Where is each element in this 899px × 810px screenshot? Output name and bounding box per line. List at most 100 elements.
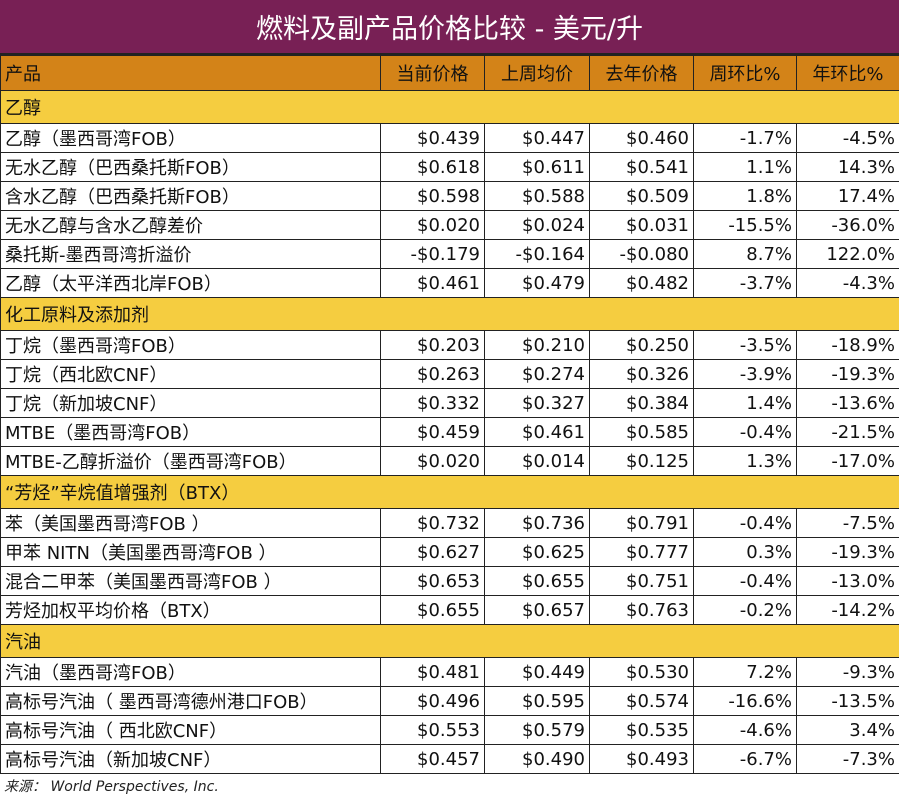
value-cell: $0.481	[380, 657, 485, 687]
value-cell: -0.4%	[693, 417, 797, 447]
value-cell: $0.203	[380, 330, 485, 360]
value-cell: -19.3%	[796, 537, 899, 567]
value-cell: $0.535	[589, 715, 694, 745]
value-cell: $0.020	[380, 210, 485, 240]
section-row: 汽油	[0, 624, 899, 658]
product-name-cell: 无水乙醇（巴西桑托斯FOB）	[0, 152, 381, 182]
product-name-cell: 高标号汽油（新加坡CNF）	[0, 744, 381, 774]
value-cell: $0.496	[380, 686, 485, 716]
value-cell: $0.763	[589, 595, 694, 625]
value-cell: -7.5%	[796, 508, 899, 538]
table-row: 乙醇（墨西哥湾FOB） $0.439 $0.447 $0.460 -1.7% -4.5%	[0, 123, 899, 153]
value-cell: -18.9%	[796, 330, 899, 360]
value-cell: $0.461	[484, 417, 590, 447]
value-cell: -1.7%	[693, 123, 797, 153]
table-row: 无水乙醇与含水乙醇差价 $0.020 $0.024 $0.031 -15.5% -36.0…	[0, 210, 899, 240]
table-row: 丁烷（墨西哥湾FOB） $0.203 $0.210 $0.250 -3.5% -18.9%	[0, 330, 899, 360]
value-cell: $0.493	[589, 744, 694, 774]
value-cell: $0.655	[380, 595, 485, 625]
value-cell: $0.460	[589, 123, 694, 153]
value-cell: $0.332	[380, 388, 485, 418]
value-cell: -$0.164	[484, 239, 590, 269]
section-title: 汽油	[0, 624, 899, 658]
value-cell: $0.024	[484, 210, 590, 240]
value-cell: $0.574	[589, 686, 694, 716]
product-name-cell: 芳烃加权平均价格（BTX）	[0, 595, 381, 625]
value-cell: $0.653	[380, 566, 485, 596]
table-row: 丁烷（西北欧CNF） $0.263 $0.274 $0.326 -3.9% -19.3%	[0, 359, 899, 389]
value-cell: -4.3%	[796, 268, 899, 298]
table-row: MTBE-乙醇折溢价（墨西哥湾FOB） $0.020 $0.014 $0.125 1.3…	[0, 446, 899, 476]
column-header: 产品	[0, 55, 381, 91]
table-row: MTBE（墨西哥湾FOB） $0.459 $0.461 $0.585 -0.4% -21.…	[0, 417, 899, 447]
value-cell: $0.014	[484, 446, 590, 476]
value-cell: $0.595	[484, 686, 590, 716]
table-row: 混合二甲苯（美国墨西哥湾FOB ） $0.653 $0.655 $0.751 -0.4%…	[0, 566, 899, 596]
value-cell: $0.777	[589, 537, 694, 567]
column-header: 年环比%	[796, 55, 899, 91]
value-cell: $0.210	[484, 330, 590, 360]
product-name-cell: MTBE（墨西哥湾FOB）	[0, 417, 381, 447]
table-row: 芳烃加权平均价格（BTX） $0.655 $0.657 $0.763 -0.2% -14.…	[0, 595, 899, 625]
value-cell: $0.579	[484, 715, 590, 745]
product-name-cell: 丁烷（西北欧CNF）	[0, 359, 381, 389]
table-row: 甲苯 NITN（美国墨西哥湾FOB ） $0.627 $0.625 $0.777 0.3…	[0, 537, 899, 567]
value-cell: $0.449	[484, 657, 590, 687]
column-header: 当前价格	[380, 55, 485, 91]
value-cell: -3.7%	[693, 268, 797, 298]
value-cell: 1.8%	[693, 181, 797, 211]
price-table: 产品 当前价格 上周均价 去年价格 周环比% 年环比% 乙醇 乙醇（墨西哥湾FOB） $0.4…	[0, 55, 899, 774]
value-cell: $0.657	[484, 595, 590, 625]
value-cell: -0.4%	[693, 508, 797, 538]
value-cell: 1.3%	[693, 446, 797, 476]
table-row: 含水乙醇（巴西桑托斯FOB） $0.598 $0.588 $0.509 1.8% 17.4…	[0, 181, 899, 211]
value-cell: $0.736	[484, 508, 590, 538]
section-row: “芳烃”辛烷值增强剂（BTX）	[0, 475, 899, 509]
value-cell: $0.791	[589, 508, 694, 538]
value-cell: $0.459	[380, 417, 485, 447]
value-cell: -13.5%	[796, 686, 899, 716]
value-cell: -13.0%	[796, 566, 899, 596]
value-cell: $0.751	[589, 566, 694, 596]
value-cell: 17.4%	[796, 181, 899, 211]
product-name-cell: MTBE-乙醇折溢价（墨西哥湾FOB）	[0, 446, 381, 476]
value-cell: -3.9%	[693, 359, 797, 389]
table-header-row: 产品 当前价格 上周均价 去年价格 周环比% 年环比%	[0, 55, 899, 91]
value-cell: 1.4%	[693, 388, 797, 418]
value-cell: 8.7%	[693, 239, 797, 269]
value-cell: $0.588	[484, 181, 590, 211]
value-cell: -6.7%	[693, 744, 797, 774]
value-cell: $0.585	[589, 417, 694, 447]
product-name-cell: 乙醇（墨西哥湾FOB）	[0, 123, 381, 153]
product-name-cell: 桑托斯-墨西哥湾折溢价	[0, 239, 381, 269]
value-cell: $0.439	[380, 123, 485, 153]
value-cell: $0.461	[380, 268, 485, 298]
value-cell: -21.5%	[796, 417, 899, 447]
value-cell: $0.031	[589, 210, 694, 240]
section-row: 乙醇	[0, 90, 899, 124]
value-cell: $0.263	[380, 359, 485, 389]
product-name-cell: 高标号汽油（ 西北欧CNF）	[0, 715, 381, 745]
product-name-cell: 丁烷（新加坡CNF）	[0, 388, 381, 418]
value-cell: -17.0%	[796, 446, 899, 476]
product-name-cell: 高标号汽油（ 墨西哥湾德州港口FOB）	[0, 686, 381, 716]
column-header: 去年价格	[589, 55, 694, 91]
value-cell: $0.327	[484, 388, 590, 418]
table-row: 丁烷（新加坡CNF） $0.332 $0.327 $0.384 1.4% -13.6%	[0, 388, 899, 418]
value-cell: -13.6%	[796, 388, 899, 418]
table-row: 汽油（墨西哥湾FOB） $0.481 $0.449 $0.530 7.2% -9.3%	[0, 657, 899, 687]
value-cell: $0.541	[589, 152, 694, 182]
value-cell: $0.250	[589, 330, 694, 360]
value-cell: $0.625	[484, 537, 590, 567]
value-cell: $0.326	[589, 359, 694, 389]
value-cell: 7.2%	[693, 657, 797, 687]
section-row: 化工原料及添加剂	[0, 297, 899, 331]
value-cell: -$0.179	[380, 239, 485, 269]
product-name-cell: 苯（美国墨西哥湾FOB ）	[0, 508, 381, 538]
value-cell: $0.457	[380, 744, 485, 774]
section-title: 乙醇	[0, 90, 899, 124]
value-cell: -15.5%	[693, 210, 797, 240]
value-cell: -3.5%	[693, 330, 797, 360]
value-cell: $0.553	[380, 715, 485, 745]
